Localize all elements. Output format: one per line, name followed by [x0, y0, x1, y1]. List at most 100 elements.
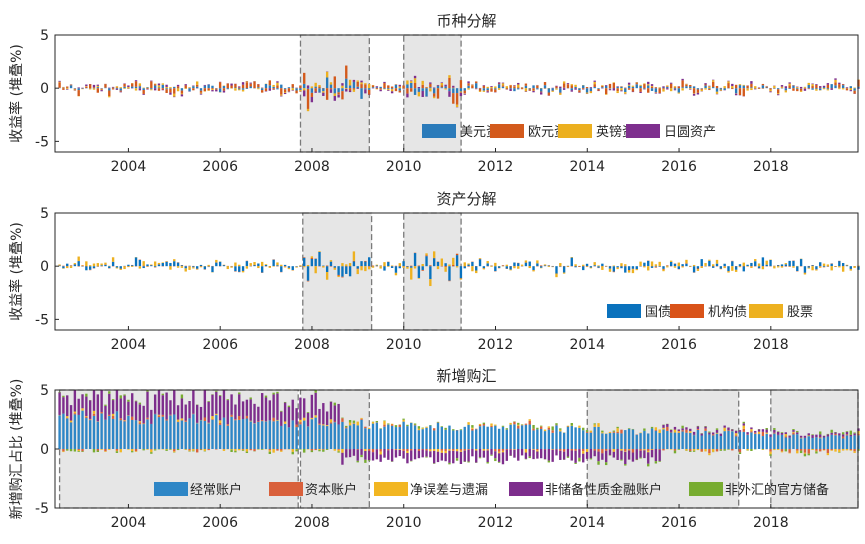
bar-segment: [211, 416, 214, 420]
bar-segment: [196, 81, 199, 85]
bar-segment: [444, 453, 447, 462]
bar-segment: [597, 88, 600, 91]
bar-segment: [165, 86, 168, 89]
bar-segment: [582, 85, 585, 89]
bar-segment: [555, 449, 558, 456]
bar-segment: [413, 253, 417, 267]
bar-segment: [180, 94, 184, 97]
bar-segment: [650, 86, 654, 89]
bar-segment: [192, 88, 195, 91]
bar-segment: [478, 449, 482, 458]
legend: 美元资产 欧元资产 英镑资产 日圆资产: [422, 124, 716, 140]
bar-segment: [689, 88, 692, 90]
bar-segment: [272, 86, 275, 89]
bar-segment: [406, 424, 409, 427]
bar-segment: [314, 417, 317, 449]
bar-segment: [146, 419, 149, 449]
bar-segment: [799, 438, 803, 449]
bar-segment: [383, 449, 386, 458]
bar-segment: [226, 88, 229, 90]
bar-segment: [436, 449, 440, 452]
bar-segment: [360, 419, 363, 449]
bar-segment: [394, 449, 398, 450]
bar-segment: [830, 263, 833, 267]
bar-segment: [364, 83, 367, 85]
bar-segment: [161, 262, 164, 267]
bar-segment: [161, 414, 164, 417]
bar-segment: [322, 265, 325, 267]
bar-segment: [452, 88, 455, 94]
bar-segment: [245, 88, 249, 89]
bar-segment: [249, 84, 252, 87]
bar-segment: [834, 82, 837, 86]
bar-segment: [788, 85, 791, 89]
bar-segment: [88, 419, 92, 421]
bar-segment: [501, 265, 505, 266]
bar-segment: [306, 266, 310, 281]
bar-segment: [203, 449, 207, 451]
bar-segment: [585, 451, 589, 459]
bar-segment: [146, 391, 149, 418]
bar-segment: [62, 451, 65, 453]
bar-segment: [574, 266, 577, 268]
bar-segment: [390, 86, 394, 89]
bar-segment: [421, 428, 424, 430]
bar-segment: [199, 93, 203, 95]
bar-segment: [276, 88, 279, 90]
bar-segment: [356, 266, 359, 269]
bar-segment: [337, 449, 340, 452]
bar-segment: [444, 451, 447, 454]
bar-segment: [364, 451, 367, 460]
legend-label: 国债: [645, 305, 671, 320]
bar-segment: [769, 89, 772, 92]
bar-segment: [482, 85, 486, 86]
bar-segment: [585, 92, 589, 94]
bar-segment: [280, 264, 283, 267]
bar-segment: [325, 77, 329, 89]
bar-segment: [379, 449, 382, 452]
bar-segment: [280, 84, 283, 89]
bar-segment: [555, 88, 558, 90]
bar-segment: [111, 413, 115, 416]
bar-segment: [306, 264, 310, 267]
bar-segment: [692, 88, 696, 94]
bar-segment: [310, 394, 314, 418]
bar-segment: [547, 449, 551, 461]
bar-segment: [685, 86, 688, 89]
bar-segment: [368, 266, 371, 270]
bar-segment: [452, 430, 455, 449]
bar-segment: [853, 266, 856, 268]
bar-segment: [807, 266, 810, 268]
bar-segment: [459, 450, 463, 452]
bar-segment: [226, 424, 229, 426]
bar-segment: [364, 88, 367, 90]
bar-segment: [314, 88, 317, 92]
bar-segment: [58, 392, 61, 415]
bar-segment: [299, 419, 302, 423]
bar-segment: [440, 85, 444, 88]
bar-segment: [799, 258, 803, 267]
bar-segment: [303, 90, 306, 97]
bar-segment: [432, 93, 436, 97]
bar-segment: [100, 265, 103, 267]
bar-segment: [234, 449, 237, 451]
bar-segment: [413, 449, 417, 460]
bar-segment: [620, 429, 623, 434]
bar-segment: [348, 88, 352, 91]
bar-segment: [765, 433, 768, 449]
bar-segment: [540, 88, 543, 92]
bar-segment: [123, 88, 126, 89]
bar-segment: [819, 431, 822, 435]
bar-segment: [245, 399, 249, 416]
bar-segment: [467, 263, 470, 265]
bar-segment: [276, 420, 279, 449]
bar-segment: [505, 266, 508, 269]
bar-segment: [796, 434, 799, 449]
bar-segment: [398, 86, 401, 89]
bar-segment: [723, 449, 726, 451]
bar-segment: [639, 85, 642, 89]
bar-segment: [325, 426, 329, 449]
bar-segment: [650, 266, 654, 268]
bar-segment: [562, 451, 566, 460]
bar-segment: [547, 266, 551, 268]
